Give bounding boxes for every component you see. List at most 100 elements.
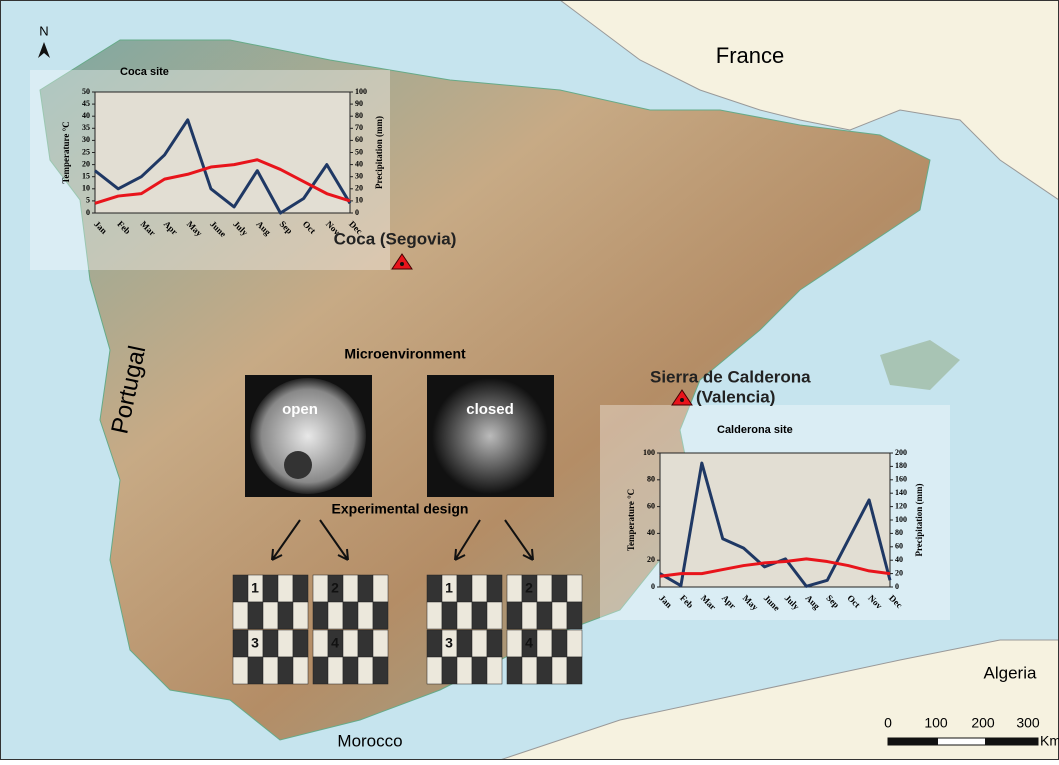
plot-cell [292, 656, 309, 685]
plot-cell [536, 601, 553, 630]
fisheye [250, 378, 366, 494]
y2-tick-label: 80 [355, 111, 363, 120]
y2-tick-label: 90 [355, 99, 363, 108]
scale-segment [888, 738, 938, 745]
plot-cell [312, 629, 329, 658]
y2-tick-label: 180 [895, 461, 907, 470]
scale-labels: 0 100 200 300 [884, 715, 1040, 731]
country-label: France [716, 43, 784, 68]
y-tick-label: 45 [82, 99, 90, 108]
plot-cell [277, 656, 294, 685]
plot-cell [372, 601, 389, 630]
y-tick-label: 20 [647, 555, 655, 564]
y-tick-label: 0 [651, 582, 655, 591]
plot-cell [471, 656, 488, 685]
plot-number: 1 [445, 580, 453, 596]
scale-label: 200 [971, 715, 995, 731]
plot-cell [521, 601, 538, 630]
site-label: (Valencia) [696, 387, 775, 406]
plot-cell [357, 656, 374, 685]
site-marker [671, 389, 693, 406]
plot-area [659, 452, 891, 588]
y-tick-label: 40 [647, 528, 655, 537]
plot-cell [277, 629, 294, 658]
scale-segment [985, 738, 1038, 745]
plot-cell [486, 601, 503, 630]
plot-cell [312, 574, 329, 603]
plot-cell [342, 601, 359, 630]
plot-cell [521, 656, 538, 685]
data-line [94, 158, 351, 205]
plot-cell [426, 656, 443, 685]
plot-cell [506, 629, 523, 658]
plot-cell [232, 656, 249, 685]
y2-tick-label: 10 [355, 196, 363, 205]
chart-title: Calderona site [717, 424, 793, 436]
plot-cell [536, 629, 553, 658]
plot-cell [372, 629, 389, 658]
plot-cell [262, 629, 279, 658]
design-boards: 1 2 3 4 1 2 3 4 [232, 574, 583, 685]
site-label: Sierra de Calderona [650, 367, 811, 386]
y2-tick-label: 60 [355, 135, 363, 144]
photo-label: open [282, 401, 318, 418]
y-tick-label: 80 [647, 475, 655, 484]
y2-tick-label: 120 [895, 501, 907, 510]
y2-tick-label: 140 [895, 488, 907, 497]
plot-cell [506, 574, 523, 603]
design-title: Experimental design [332, 501, 469, 517]
chart-title: Coca site [120, 66, 169, 78]
photo-label: closed [466, 401, 514, 418]
y2-tick-label: 20 [895, 568, 903, 577]
y2-tick-label: 0 [895, 582, 899, 591]
y2-tick-label: 80 [895, 528, 903, 537]
y-tick-label: 30 [82, 135, 90, 144]
y-tick-label: 25 [82, 147, 90, 156]
y2-tick-label: 200 [895, 448, 907, 457]
scale-unit: Km [1040, 733, 1059, 749]
plot-cell [232, 574, 249, 603]
plot-cell [456, 574, 473, 603]
africa-land [499, 639, 1059, 761]
plot-cell [327, 656, 344, 685]
plot-number: 3 [251, 635, 259, 651]
y2-tick-label: 20 [355, 184, 363, 193]
plot-cell [292, 601, 309, 630]
y-tick-label: 5 [86, 196, 90, 205]
plot-cell [342, 574, 359, 603]
plot-cell [426, 601, 443, 630]
plot-cell [566, 601, 583, 630]
y2-tick-label: 40 [355, 159, 363, 168]
scale-label: 100 [924, 715, 948, 731]
y2-tick-label: 160 [895, 475, 907, 484]
plot-cell [327, 601, 344, 630]
plot-cell [292, 574, 309, 603]
plot-cell [551, 629, 568, 658]
france-land [559, 0, 1059, 201]
plot-cell [456, 629, 473, 658]
plot-cell [262, 601, 279, 630]
plot-cell [247, 656, 264, 685]
plot-cell [536, 656, 553, 685]
plot-number: 2 [525, 580, 533, 596]
scale-label: 0 [884, 715, 892, 731]
mallorca [880, 340, 960, 390]
plot-cell [566, 574, 583, 603]
plot-cell [566, 629, 583, 658]
plot-number: 4 [525, 635, 533, 651]
data-line [94, 118, 352, 215]
country-label: Algeria [984, 663, 1037, 682]
y2-tick-label: 40 [895, 555, 903, 564]
y-tick-label: 60 [647, 501, 655, 510]
y-tick-label: 100 [643, 448, 655, 457]
y-tick-label: 50 [82, 87, 90, 96]
y2-tick-label: 60 [895, 542, 903, 551]
y2-tick-label: 100 [355, 87, 367, 96]
micro-title: Microenvironment [344, 346, 466, 362]
y2-tick-label: 50 [355, 147, 363, 156]
y-tick-label: 0 [86, 208, 90, 217]
plot-cell [551, 656, 568, 685]
data-line [659, 557, 891, 578]
plot-cell [441, 601, 458, 630]
